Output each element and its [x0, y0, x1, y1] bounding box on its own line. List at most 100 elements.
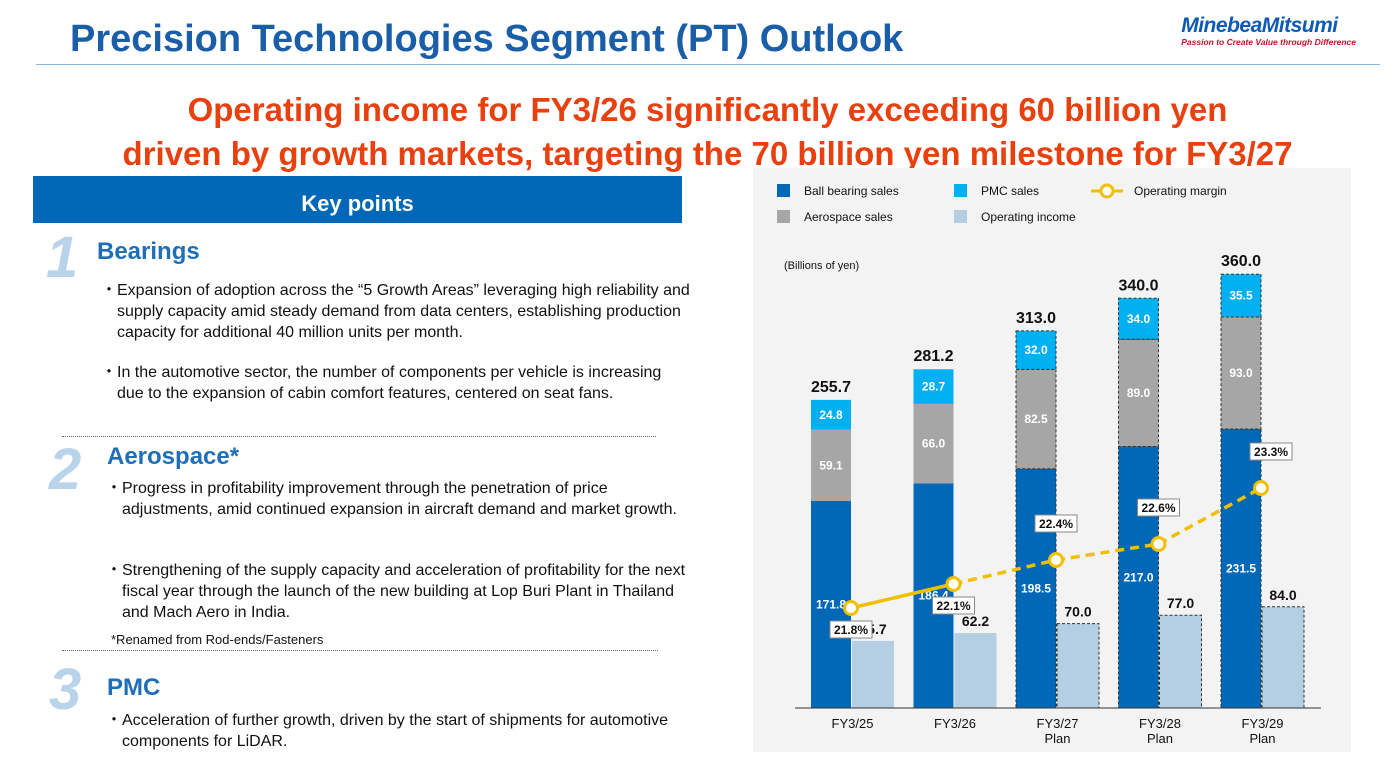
bar-label-1-3: 89.0	[1127, 386, 1151, 400]
bar-label-1-1: 66.0	[922, 437, 946, 451]
bullet-dot: ・	[101, 282, 118, 299]
bar-label-1-0: 59.1	[819, 458, 843, 472]
slide-title: Precision Technologies Segment (PT) Outl…	[70, 18, 904, 60]
section-divider	[62, 436, 656, 437]
margin-line-segment-2	[1055, 542, 1159, 562]
sales-total-label-1: 281.2	[913, 348, 953, 365]
x-tick-label-4-0: FY3/29	[1242, 716, 1284, 731]
bar-label-1-4: 93.0	[1229, 366, 1253, 380]
key-points-header: Key points	[33, 176, 682, 223]
headline: Operating income for FY3/26 significantl…	[0, 88, 1400, 176]
legend-swatch-0	[777, 184, 790, 197]
sales-total-label-2: 313.0	[1016, 310, 1056, 327]
margin-point-1	[945, 576, 962, 592]
margin-label-box-4	[1249, 442, 1293, 461]
sales-income-chart: Ball bearing sales PMC sales Aerospace sal…	[777, 183, 1321, 746]
section-heading-bearings: Bearings	[97, 238, 200, 265]
margin-point-3	[1150, 536, 1167, 552]
bar-label-1-2: 82.5	[1024, 412, 1048, 426]
section-number-1: 1	[46, 225, 79, 290]
company-logo: MinebeaMitsumi Passion to Create Value t…	[1181, 14, 1356, 47]
income-label-4: 84.0	[1269, 587, 1296, 603]
bar-pmc-sales-1	[913, 369, 954, 404]
legend-label-2: Aerospace sales	[804, 210, 893, 224]
bullet-text: Strengthening of the supply capacity and…	[122, 562, 686, 621]
bar-ball-bearing-sales-1	[913, 483, 954, 708]
legend-swatch-1	[954, 184, 967, 197]
bullet-bearings-1: ・ Expansion of adoption across the “5 Gr…	[101, 280, 701, 343]
logo-name: MinebeaMitsumi	[1181, 14, 1338, 37]
bar-pmc-sales-2	[1015, 330, 1057, 370]
bar-label-0-3: 217.0	[1123, 570, 1153, 584]
margin-line-segment-0	[850, 582, 954, 610]
bar-pmc-sales-4	[1220, 273, 1262, 318]
legend-label-1: PMC sales	[981, 184, 1039, 198]
bar-ball-bearing-sales-3	[1118, 446, 1159, 709]
legend-swatch-3	[954, 210, 967, 223]
x-tick-label-3-1: Plan	[1147, 731, 1173, 746]
bar-ball-bearing-sales-4	[1220, 428, 1262, 709]
bullet-aerospace-1: ・ Progress in profitability improvement …	[106, 478, 686, 520]
bullet-dot: ・	[101, 364, 118, 381]
bullet-aerospace-2: ・ Strengthening of the supply capacity a…	[106, 560, 686, 623]
margin-label-0: 21.8%	[834, 623, 868, 637]
bar-label-2-2: 32.0	[1024, 343, 1048, 357]
legend-label-margin: Operating margin	[1134, 184, 1227, 198]
bar-label-0-2: 198.5	[1021, 581, 1051, 595]
bar-label-2-4: 35.5	[1229, 289, 1253, 303]
margin-label-1: 22.1%	[936, 599, 970, 613]
income-label-2: 70.0	[1064, 604, 1091, 620]
income-label-1: 62.2	[962, 613, 989, 629]
margin-point-2	[1048, 552, 1064, 568]
title-divider	[36, 64, 1380, 65]
bar-operating-income-3	[1159, 614, 1202, 709]
bar-label-2-0: 24.8	[819, 408, 843, 422]
bullet-dot: ・	[106, 562, 123, 579]
unit-label: (Billions of yen)	[784, 260, 859, 272]
bullet-text: In the automotive sector, the number of …	[117, 364, 662, 402]
bar-aerospace-sales-3	[1118, 338, 1159, 448]
legend-swatch-2	[777, 210, 790, 223]
margin-label-3: 22.6%	[1141, 501, 1175, 515]
bar-operating-income-2	[1056, 623, 1100, 709]
x-tick-label-2-1: Plan	[1044, 731, 1070, 746]
bar-ball-bearing-sales-2	[1015, 468, 1057, 709]
section-divider	[62, 650, 658, 651]
x-tick-label-0-0: FY3/25	[832, 716, 874, 731]
margin-label-box-2	[1034, 514, 1078, 533]
income-label-3: 77.0	[1167, 595, 1194, 611]
margin-label-box-3	[1137, 498, 1180, 517]
aerospace-footnote: *Renamed from Rod-ends/Fasteners	[111, 632, 324, 647]
bar-label-0-4: 231.5	[1226, 562, 1256, 576]
bar-label-2-1: 28.7	[922, 380, 946, 394]
headline-line-1: Operating income for FY3/26 significantl…	[187, 91, 1228, 128]
margin-point-4	[1253, 480, 1269, 496]
bullet-text: Acceleration of further growth, driven b…	[122, 712, 669, 750]
margin-line-segment-1	[953, 558, 1057, 586]
bar-aerospace-sales-0	[811, 429, 851, 501]
bullet-text: Progress in profitability improvement th…	[122, 480, 677, 518]
bar-label-2-3: 34.0	[1127, 312, 1151, 326]
sales-total-label-3: 340.0	[1118, 277, 1158, 294]
legend-label-3: Operating income	[981, 210, 1076, 224]
logo-tagline: Passion to Create Value through Differen…	[1181, 37, 1356, 47]
margin-label-2: 22.4%	[1039, 517, 1073, 531]
x-tick-label-2-0: FY3/27	[1037, 716, 1079, 731]
margin-point-0	[843, 600, 859, 616]
legend-label-0: Ball bearing sales	[804, 184, 899, 198]
section-heading-pmc: PMC	[107, 674, 161, 701]
section-number-2: 2	[49, 437, 82, 502]
bullet-dot: ・	[106, 712, 123, 729]
bullet-pmc-1: ・ Acceleration of further growth, driven…	[106, 710, 686, 752]
bar-operating-income-1	[954, 633, 997, 708]
bullet-text: Expansion of adoption across the “5 Grow…	[117, 282, 690, 341]
margin-line-segment-3	[1157, 486, 1262, 546]
legend-marker-margin	[1099, 183, 1115, 199]
bar-operating-income-4	[1261, 606, 1305, 709]
x-tick-label-1-0: FY3/26	[934, 716, 976, 731]
headline-line-2: driven by growth markets, targeting the …	[122, 135, 1293, 172]
margin-label-4: 23.3%	[1254, 445, 1288, 459]
section-number-3: 3	[49, 657, 82, 722]
bar-pmc-sales-3	[1118, 297, 1159, 340]
bar-aerospace-sales-2	[1015, 368, 1057, 470]
